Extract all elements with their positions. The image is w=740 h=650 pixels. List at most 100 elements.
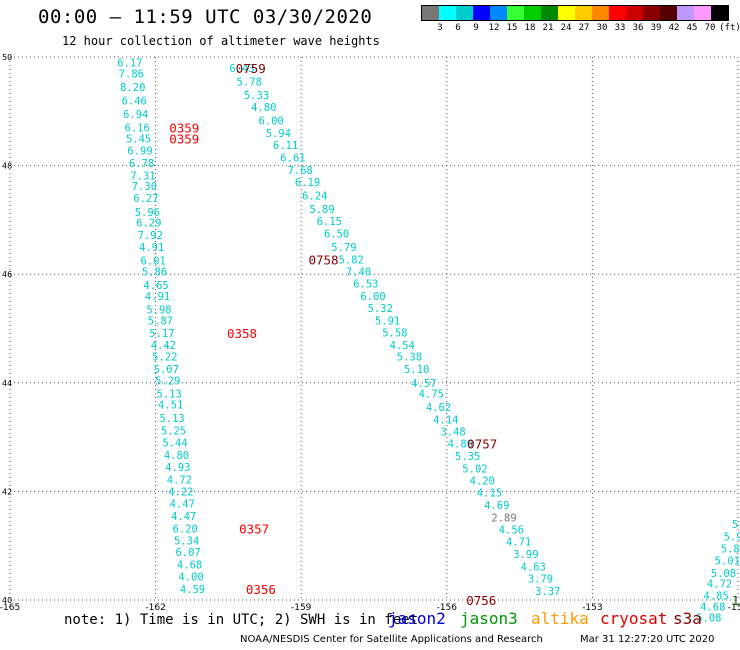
swh-value: 6.94 [123, 109, 148, 121]
swh-value: 4.85 [704, 591, 729, 603]
satellite-jason2: jason2 [388, 609, 446, 628]
swh-value: 4.72 [167, 474, 192, 486]
swh-value: 5.82 [339, 255, 364, 267]
legend-swatch [609, 6, 626, 20]
swh-value: 6.78 [129, 158, 154, 170]
swh-value: 5.87 [148, 315, 173, 327]
legend-swatch [558, 6, 575, 20]
swh-value: 4.68 [177, 560, 202, 572]
swh-value: 6.00 [360, 291, 385, 303]
legend-swatch [439, 6, 456, 20]
swh-value: 5 [732, 519, 738, 531]
time-label: 0756 [466, 593, 496, 608]
swh-value: 6.24 [302, 190, 327, 202]
legend-swatch [677, 6, 694, 20]
time-label: 0757 [467, 437, 497, 452]
time-label: 10 [732, 593, 740, 608]
legend-swatch [694, 6, 711, 20]
legend-swatch [541, 6, 558, 20]
swh-value: 5.08 [696, 612, 721, 624]
legend-label: 45 [686, 23, 698, 33]
swh-value: 4.68 [700, 602, 725, 614]
y-tick-label: 40 [2, 596, 12, 605]
legend-swatch [524, 6, 541, 20]
swh-value: 5.13 [159, 413, 184, 425]
legend-swatch [422, 6, 439, 20]
time-label: 0358 [227, 326, 257, 341]
swh-value: 5.98 [146, 304, 171, 316]
swh-value: 4.91 [145, 291, 170, 303]
y-tick-label: 44 [2, 379, 12, 388]
swh-value: 5.08 [711, 568, 736, 580]
swh-value: 6.99 [127, 145, 152, 157]
swh-value: 6.20 [173, 523, 198, 535]
x-tick-label: -150 [728, 603, 740, 613]
swh-value: 6.43 [229, 63, 254, 75]
swh-value: 4.14 [433, 415, 458, 427]
swh-value: 5.35 [455, 451, 480, 463]
legend-unit: (ft) [719, 23, 740, 33]
x-tick-label: -156 [437, 603, 458, 613]
swh-value: 5.02 [462, 464, 487, 476]
swh-value: 2.89 [491, 512, 516, 524]
x-tick-label: -159 [291, 603, 312, 613]
swh-value: 5.94 [266, 128, 291, 140]
swh-value: 5.8 [721, 543, 740, 555]
y-tick-label: 42 [2, 487, 12, 496]
swh-value: 6.11 [273, 140, 298, 152]
swh-value: 5.13 [157, 389, 182, 401]
swh-value: 4.00 [178, 572, 203, 584]
swh-value: 5.38 [397, 352, 422, 364]
swh-value: 4.65 [143, 280, 168, 292]
legend-label: 27 [578, 23, 590, 33]
time-label: 0356 [246, 582, 276, 597]
swh-value: 4.51 [158, 400, 183, 412]
color-legend: 3 6 9 12 15 18 21 24 27 30 33 36 39 42 45 70 (ft) [421, 5, 740, 35]
legend-label: 6 [455, 23, 461, 33]
swh-value: 6.15 [317, 216, 342, 228]
time-label: 0759 [236, 61, 266, 76]
legend-label: 3 [437, 23, 443, 33]
swh-value: 4.71 [506, 536, 531, 548]
legend-swatch [473, 6, 490, 20]
legend-label: 70 [704, 23, 716, 33]
swh-value: 7.40 [346, 266, 371, 278]
swh-value: 5.22 [152, 352, 177, 364]
swh-value: 5.9 [724, 531, 740, 543]
swh-value: 7.92 [138, 230, 163, 242]
legend-label: 30 [596, 23, 608, 33]
swh-value: 5.91 [375, 315, 400, 327]
swh-value: 3.79 [528, 573, 553, 585]
x-tick-label: -153 [582, 603, 602, 613]
time-label: 0359 [169, 121, 199, 136]
legend-swatch [507, 6, 524, 20]
page-title: 00:00 – 11:59 UTC 03/30/2020 [38, 6, 373, 28]
swh-value: 6.29 [136, 218, 161, 230]
swh-value: 5.78 [237, 76, 262, 88]
generation-timestamp: Mar 31 12:27:20 UTC 2020 [580, 634, 715, 645]
swh-value: 6.17 [117, 57, 142, 69]
page-subtitle: 12 hour collection of altimeter wave hei… [62, 34, 380, 48]
legend-swatch [456, 6, 473, 20]
y-tick-label: 48 [2, 162, 12, 171]
y-tick-label: 50 [2, 53, 12, 62]
swh-value: 5.58 [382, 327, 407, 339]
swh-value: 3.99 [513, 549, 538, 561]
satellite-jason3: jason3 [460, 609, 518, 628]
legend-swatch [660, 6, 677, 20]
swh-value: 7.68 [288, 165, 313, 177]
legend-label: 15 [506, 23, 518, 33]
credit-line: NOAA/NESDIS Center for Satellite Applica… [240, 634, 543, 645]
swh-value: 4.15 [477, 487, 502, 499]
swh-value: 5.25 [161, 426, 186, 438]
time-label: 0758 [308, 253, 338, 268]
legend-swatch [592, 6, 609, 20]
time-label: 0357 [239, 521, 269, 536]
legend-label: 18 [524, 23, 536, 33]
legend-label: 42 [668, 23, 680, 33]
swh-value: 6.07 [175, 547, 200, 559]
swh-value: 5.79 [331, 242, 356, 254]
swh-value: 6.53 [353, 278, 378, 290]
swh-value: 4.93 [165, 462, 190, 474]
swh-value: 5.17 [149, 328, 174, 340]
